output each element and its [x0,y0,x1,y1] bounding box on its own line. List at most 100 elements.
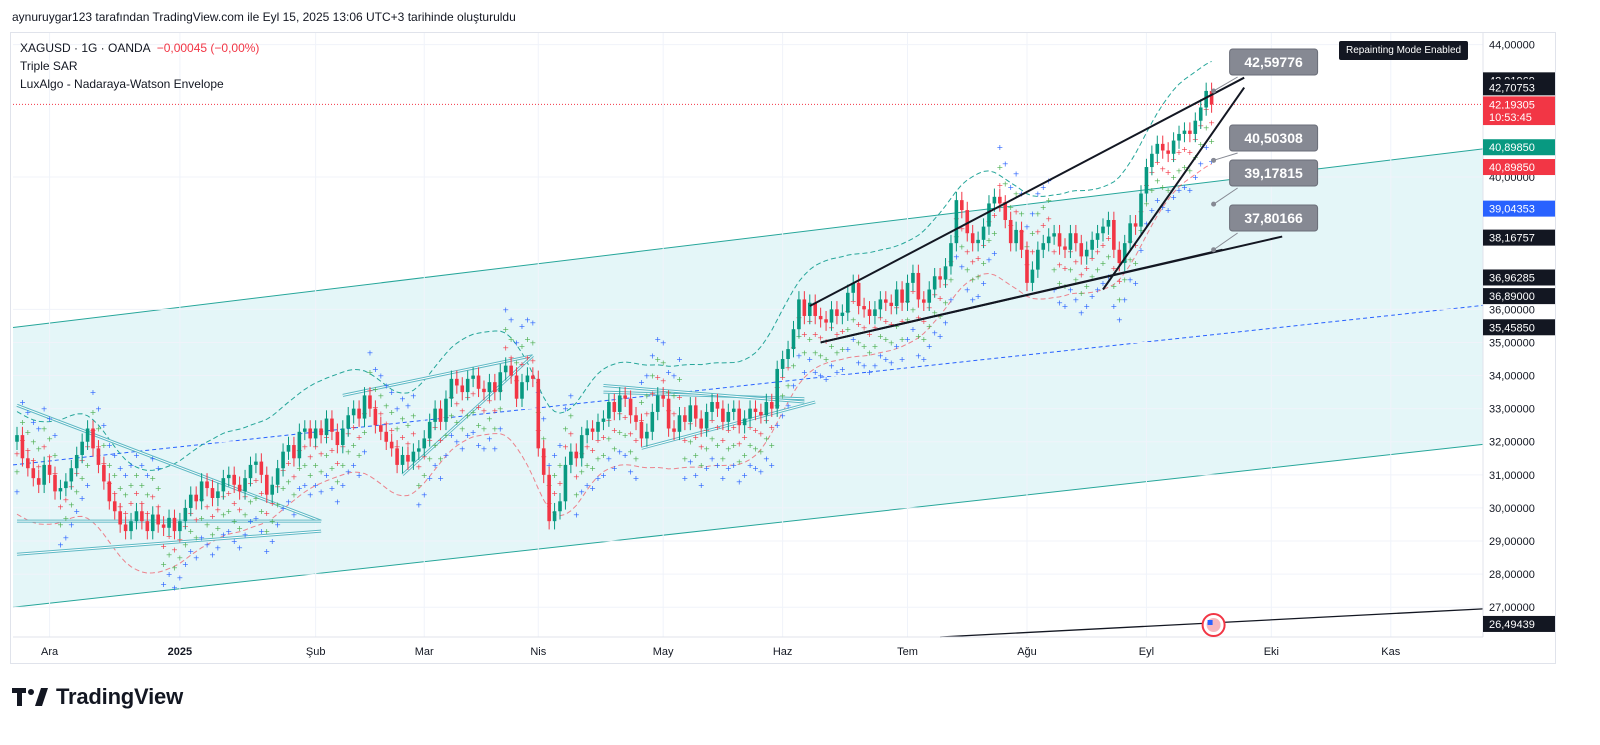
sar-dot: + [14,468,21,477]
sar-dot: + [931,309,938,318]
symbol-line[interactable]: XAGUSD · 1G · OANDA −0,00045 (−0,00%) [20,39,259,57]
sar-dot: + [242,530,249,539]
sar-dot: + [497,405,504,414]
candle-body [487,382,492,393]
sar-dot: + [90,388,97,397]
sar-dot: + [1013,208,1020,217]
indicator-nw-envelope[interactable]: LuxAlgo - Nadaraya-Watson Envelope [20,77,224,91]
sar-dot: + [611,444,618,453]
sar-dot: + [551,451,558,460]
candle-body [275,468,280,485]
candle-body [856,282,861,307]
sar-dot: + [540,434,547,443]
candle-body [15,435,19,442]
candle-body [91,428,95,449]
candle-body [297,431,302,459]
sar-dot: + [30,438,37,447]
sar-dot: + [785,381,792,390]
candlestick-series[interactable] [15,82,1214,540]
candle-body [922,299,926,303]
sar-dot: + [432,461,439,470]
candle-body [552,511,557,522]
tradingview-logo[interactable]: TradingView [12,684,183,710]
candle-body [759,411,763,416]
candle-body [786,349,790,359]
candle-body [998,196,1002,204]
wedge-line [809,76,1245,307]
candle-body [102,464,106,482]
sar-dot: + [622,413,629,422]
sar-dot: + [551,471,558,480]
sar-dot: + [1143,219,1150,228]
candle-body [558,501,562,512]
sar-dot: + [1138,246,1145,255]
event-flag[interactable] [1201,613,1226,637]
sar-dot: + [269,537,276,546]
sar-dot: + [361,448,368,457]
chart-pane[interactable]: + + + + + + + + + + + + + + + + + + + + + + + + + + + + + + + + + + + + + + + +… [10,32,1556,664]
sar-dot: + [996,143,1003,152]
sar-dot: + [274,501,281,510]
sar-dot: + [1116,315,1123,324]
sar-dot: + [872,324,879,333]
candle-body [873,309,877,316]
sar-dot: + [644,372,651,381]
time-axis[interactable]: Ara 2025 Şub Mar Nis May Haz Tem Ağu Eyl Eki Kas [13,636,1483,658]
candle-body [737,408,741,426]
sar-dot: + [209,512,216,521]
candle-body [1117,249,1122,264]
candle-body [547,474,551,522]
wedge-line [820,235,1283,344]
sar-dot: + [448,431,455,440]
sar-dot: + [149,492,156,501]
candle-body [161,524,166,528]
channel-lower-line [12,443,1484,608]
candle-body [384,431,389,442]
callout-label: 39,17815 [1244,165,1303,181]
sar-dot: + [193,554,200,563]
sar-dot: + [410,429,417,438]
price-tag-label: 10:53:45 [1489,112,1532,124]
sar-dot: + [1034,228,1041,237]
candle-body [134,511,139,522]
sar-dot: + [747,423,754,432]
sar-dot: + [388,408,395,417]
sar-dot: + [459,444,466,453]
sar-dot: + [323,471,330,480]
sar-dot: + [866,348,873,357]
price-tag [1483,615,1555,632]
sar-dot: + [671,410,678,419]
sar-dot: + [399,415,406,424]
sar-dot: + [529,319,536,328]
sar-dot: + [437,454,444,463]
sar-dot: + [633,474,640,483]
sar-dot: + [296,464,303,473]
wedge-drawing[interactable] [809,76,1484,638]
sar-dot: + [405,421,412,430]
sar-dot: + [481,444,488,453]
candle-body [123,524,128,532]
sar-dot: + [377,410,384,419]
sar-dot: + [101,421,108,430]
sar-dot: + [1105,252,1112,261]
sar-dot: + [703,464,710,473]
sar-dot: + [312,461,319,470]
sar-dot: + [464,431,471,440]
price-callouts[interactable]: 42,59776 40,50308 39,17815 37,80166 [1211,48,1319,253]
sar-dot: + [73,487,80,496]
candle-body [58,488,63,492]
channel-median-line [12,304,1484,466]
sar-dot: + [676,375,683,384]
sar-dot: + [291,491,298,500]
sar-dot: + [872,342,879,351]
chart-canvas[interactable]: + + + + + + + + + + + + + + + + + + + + + + + + + + + + + + + + + + + + + + + +… [11,33,1557,665]
price-axis[interactable]: 27,00000 28,00000 29,00000 30,00000 31,00000… [1482,33,1555,637]
sar-dot: + [1089,272,1096,281]
sar-dot: + [1176,186,1183,195]
indicator-triple-sar[interactable]: Triple SAR [20,59,78,73]
candle-body [96,448,101,465]
sar-dot: + [638,378,645,387]
sar-dot: + [187,527,194,536]
sar-dot: + [953,252,960,261]
callout-box [1229,124,1319,152]
